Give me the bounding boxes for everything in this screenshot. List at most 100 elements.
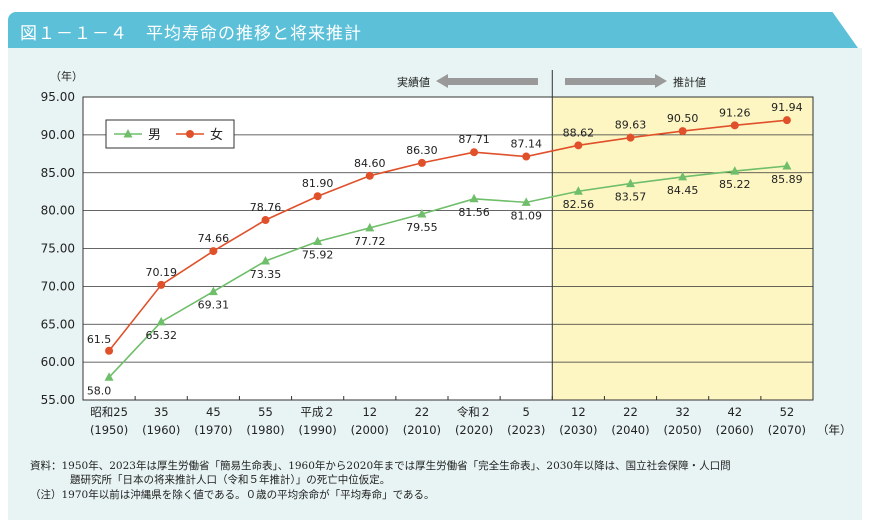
y-tick-label: 60.00: [41, 355, 75, 369]
x-tick-year: (2023): [507, 423, 545, 437]
x-axis-unit: （年）: [817, 423, 852, 437]
x-tick-year: (1990): [299, 423, 337, 437]
triangle-marker: [730, 166, 740, 175]
data-label: 70.19: [145, 266, 177, 279]
circle-marker: [626, 133, 635, 142]
title-bar: [8, 12, 858, 48]
y-tick-label: 85.00: [41, 166, 75, 180]
y-tick-label: 95.00: [41, 90, 75, 104]
legend-triangle-icon: [123, 129, 133, 138]
y-tick-label: 65.00: [41, 317, 75, 331]
projection-label: 推計値: [673, 75, 706, 89]
data-label: 88.62: [563, 126, 595, 139]
data-label: 84.60: [354, 157, 386, 170]
circle-marker: [470, 148, 479, 157]
x-tick-label: 32: [675, 405, 690, 419]
y-tick-label: 55.00: [41, 393, 75, 407]
x-tick-year: (2000): [351, 423, 389, 437]
actual-label: 実績値: [397, 75, 430, 89]
y-tick-label: 70.00: [41, 279, 75, 293]
triangle-marker: [417, 209, 427, 218]
data-label: 78.76: [250, 201, 282, 214]
data-label: 85.22: [719, 178, 751, 191]
x-tick-label: 22: [415, 405, 430, 419]
x-tick-year: (2050): [664, 423, 702, 437]
x-tick-label: 昭和25: [90, 405, 128, 419]
x-tick-label: 45: [206, 405, 221, 419]
left-arrow-icon: [436, 74, 538, 88]
circle-marker: [105, 346, 114, 355]
circle-marker: [522, 152, 531, 161]
x-tick-year: (2030): [559, 423, 597, 437]
data-label: 91.94: [771, 101, 803, 114]
x-tick-label: 35: [154, 405, 169, 419]
triangle-marker: [626, 178, 635, 188]
x-tick-year: (1960): [142, 423, 180, 437]
note-label: （注）: [30, 489, 62, 501]
circle-marker: [730, 121, 739, 130]
data-label: 84.45: [667, 184, 699, 197]
x-tick-year: (2020): [455, 423, 493, 437]
triangle-marker: [313, 236, 323, 246]
data-label: 87.71: [458, 133, 490, 146]
data-label: 91.26: [719, 106, 751, 119]
triangle-marker: [469, 193, 479, 203]
figure-title: 図１－１－４ 平均寿命の推移と将来推計: [20, 24, 362, 44]
data-label: 82.56: [563, 198, 595, 211]
triangle-marker: [365, 222, 375, 232]
x-tick-label: 12: [571, 405, 586, 419]
series-line-1: [108, 119, 788, 352]
x-tick-label: 55: [258, 405, 273, 419]
data-label: 58.0: [87, 384, 112, 397]
x-tick-year: (2010): [403, 423, 441, 437]
data-label: 81.90: [302, 177, 334, 190]
triangle-marker: [678, 171, 688, 181]
x-tick-label: 22: [623, 405, 638, 419]
circle-marker: [782, 116, 791, 125]
data-label: 90.50: [667, 112, 699, 125]
circle-marker: [365, 171, 374, 180]
x-tick-year: (1950): [90, 423, 128, 437]
source-line-2: 題研究所「日本の将来推計人口（令和５年推計）」の死亡中位仮定。: [70, 474, 391, 486]
circle-marker: [313, 192, 322, 201]
data-label: 65.32: [145, 329, 177, 342]
triangle-marker: [104, 372, 114, 381]
x-tick-label: 12: [362, 405, 377, 419]
data-label: 83.57: [615, 191, 647, 204]
x-tick-label: 5: [523, 405, 530, 419]
data-label: 86.30: [406, 144, 438, 157]
circle-marker: [209, 247, 218, 256]
data-label: 85.89: [771, 173, 803, 186]
source-line-1: 資料：1950年、2023年は厚生労働省「簡易生命表」、1960年から2020年…: [30, 460, 731, 472]
triangle-marker: [782, 161, 792, 170]
x-tick-year: (2040): [611, 423, 649, 437]
data-label: 81.09: [510, 209, 542, 222]
data-label: 75.92: [302, 249, 334, 262]
x-tick-year: (1970): [194, 423, 232, 437]
data-label: 74.66: [198, 232, 230, 245]
x-tick-year: (1980): [246, 423, 284, 437]
data-label: 79.55: [406, 221, 438, 234]
data-label: 61.5: [87, 333, 112, 346]
data-label: 81.56: [458, 206, 490, 219]
legend-label: 男: [148, 128, 161, 143]
right-arrow-icon: [565, 74, 667, 88]
data-label: 77.72: [354, 235, 386, 248]
y-axis-unit: （年）: [50, 69, 83, 83]
circle-marker: [678, 127, 687, 136]
circle-marker: [574, 141, 583, 150]
note-line: （注）1970年以前は沖縄県を除く値である。０歳の平均余命が「平均寿命」である。: [30, 489, 435, 501]
x-tick-year: (2060): [716, 423, 754, 437]
series-line-0: [108, 165, 788, 378]
data-label: 89.63: [615, 119, 647, 132]
circle-marker: [417, 158, 426, 167]
x-tick-label: 52: [780, 405, 795, 419]
y-tick-label: 75.00: [41, 242, 75, 256]
data-label: 69.31: [198, 299, 230, 312]
x-tick-label: 平成２: [300, 405, 335, 419]
x-tick-label: 42: [727, 405, 742, 419]
triangle-marker: [521, 197, 531, 206]
triangle-marker: [573, 186, 583, 195]
